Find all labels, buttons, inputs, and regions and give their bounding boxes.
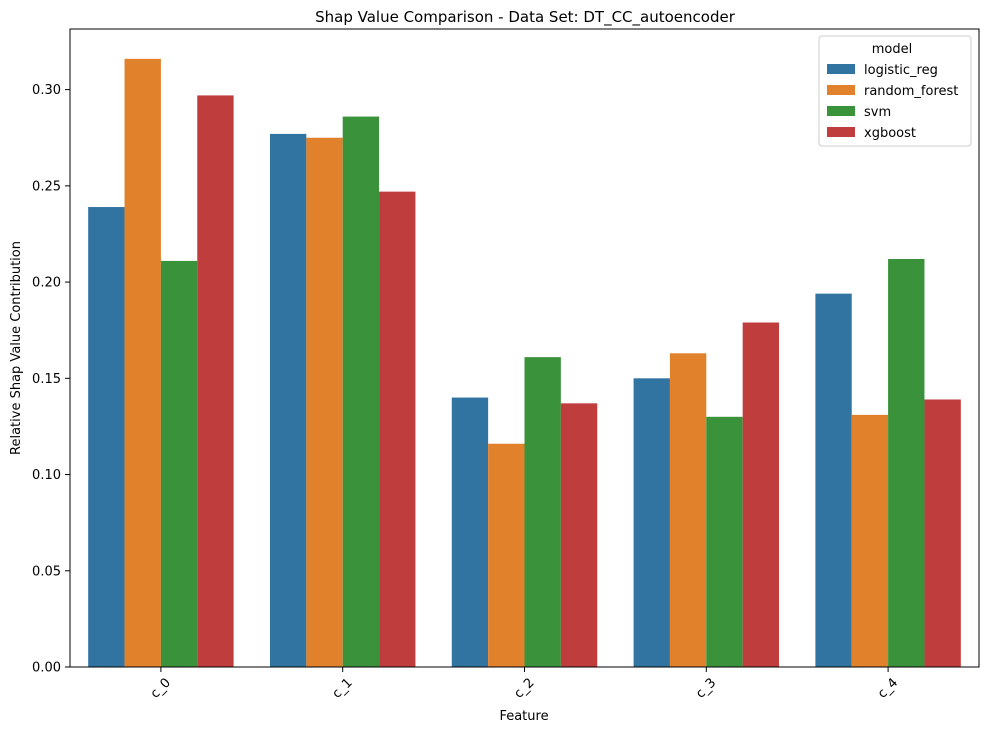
legend-label-logistic_reg: logistic_reg bbox=[864, 63, 938, 78]
bars-group bbox=[88, 58, 961, 668]
bar-svm-c_2 bbox=[524, 357, 561, 667]
legend-label-random_forest: random_forest bbox=[864, 84, 958, 99]
bar-random_forest-c_0 bbox=[124, 58, 161, 668]
legend-swatch-svm bbox=[827, 106, 855, 116]
y-axis-label: Relative Shap Value Contribution bbox=[9, 241, 24, 455]
bar-logistic_reg-c_2 bbox=[451, 397, 489, 667]
x-tick-label: c_2 bbox=[511, 675, 537, 701]
x-tick-label: c_1 bbox=[330, 675, 356, 701]
legend-swatch-xgboost bbox=[827, 127, 855, 137]
bar-random_forest-c_1 bbox=[306, 137, 343, 667]
y-tick-label: 0.20 bbox=[32, 276, 61, 291]
bar-xgboost-c_4 bbox=[924, 399, 961, 667]
y-tick-label: 0.25 bbox=[32, 179, 61, 194]
y-tick-label: 0.05 bbox=[32, 564, 61, 579]
y-tick-label: 0.30 bbox=[32, 83, 61, 98]
y-tick-label: 0.10 bbox=[32, 468, 61, 483]
bar-random_forest-c_2 bbox=[488, 443, 525, 667]
x-tick-label: c_0 bbox=[148, 675, 174, 701]
x-axis-label: Feature bbox=[499, 709, 548, 724]
plot-frame bbox=[69, 28, 980, 668]
bar-xgboost-c_3 bbox=[742, 322, 780, 667]
bar-svm-c_0 bbox=[160, 260, 198, 667]
bar-svm-c_4 bbox=[888, 258, 925, 667]
legend-label-xgboost: xgboost bbox=[864, 126, 916, 141]
legend-swatch-logistic_reg bbox=[827, 64, 855, 74]
bar-xgboost-c_2 bbox=[560, 403, 598, 667]
bar-logistic_reg-c_3 bbox=[633, 378, 670, 667]
x-tick-label: c_3 bbox=[693, 675, 719, 701]
y-tick-label: 0.00 bbox=[32, 661, 61, 676]
y-tick-label: 0.15 bbox=[32, 372, 61, 387]
x-axis: c_0 c_1 c_2 c_3 c_4 bbox=[148, 667, 901, 702]
bar-logistic_reg-c_0 bbox=[88, 207, 125, 667]
bar-random_forest-c_3 bbox=[669, 353, 707, 667]
legend-label-svm: svm bbox=[864, 105, 891, 120]
bar-random_forest-c_4 bbox=[851, 414, 889, 667]
x-tick-label: c_4 bbox=[875, 675, 901, 701]
legend-swatch-random_forest bbox=[827, 85, 855, 95]
legend-title: model bbox=[872, 42, 912, 57]
bar-svm-c_1 bbox=[342, 116, 380, 668]
bar-xgboost-c_1 bbox=[379, 191, 416, 668]
y-axis: 0.00 0.05 0.10 0.15 0.20 0.25 0.30 bbox=[32, 83, 70, 676]
chart-title: Shap Value Comparison - Data Set: DT_CC_… bbox=[315, 8, 736, 27]
bar-svm-c_3 bbox=[706, 416, 743, 667]
bar-logistic_reg-c_4 bbox=[815, 293, 852, 667]
bar-xgboost-c_0 bbox=[197, 95, 234, 667]
legend-box bbox=[818, 35, 972, 147]
bar-logistic_reg-c_1 bbox=[269, 133, 307, 667]
